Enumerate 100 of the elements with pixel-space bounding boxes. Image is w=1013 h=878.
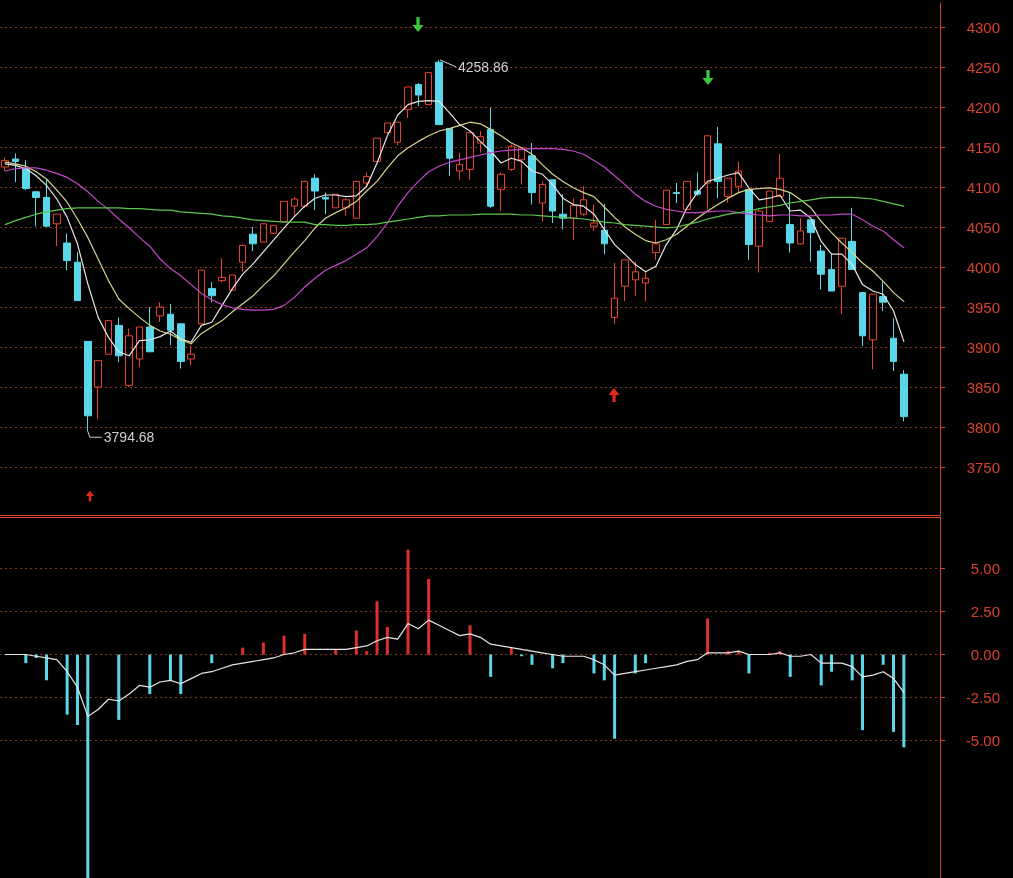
bar: [788, 654, 792, 677]
candlestick: [766, 190, 773, 222]
candlestick: [755, 208, 763, 274]
candlestick: [187, 344, 195, 366]
bar: [86, 654, 90, 878]
candlestick: [724, 177, 732, 204]
line-series: [4, 148, 905, 311]
bar: [819, 654, 823, 686]
annotation: 4258.86: [458, 58, 509, 75]
y-tick-label: 4100: [966, 178, 1000, 196]
candlestick: [425, 72, 432, 106]
candlestick: [156, 301, 164, 323]
bar: [530, 654, 534, 665]
candlestick: [22, 159, 30, 191]
candlestick: [539, 180, 546, 222]
bar: [75, 654, 79, 725]
bar: [551, 654, 555, 669]
candlestick: [817, 244, 825, 290]
bar: [613, 654, 617, 739]
candlestick: [94, 360, 102, 420]
candlestick: [415, 82, 422, 107]
bar: [261, 642, 265, 655]
candlestick: [466, 132, 474, 181]
bar: [892, 654, 896, 732]
candlestick: [477, 130, 484, 154]
bar: [282, 635, 286, 655]
candlestick: [301, 180, 308, 209]
candlestick: [570, 197, 577, 241]
candlestick: [456, 152, 463, 181]
candlestick: [239, 244, 246, 273]
candlestick: [828, 253, 835, 292]
candlestick: [508, 144, 515, 172]
candlestick: [704, 135, 711, 210]
bar: [385, 627, 389, 655]
candlestick: [683, 180, 691, 210]
candlestick: [280, 200, 288, 222]
line-series: [4, 196, 905, 229]
bar: [706, 618, 710, 655]
candlestick: [32, 190, 40, 227]
candlestick: [363, 172, 370, 188]
candlestick: [890, 317, 897, 372]
y-tick-label: -2.50: [965, 689, 1000, 706]
candlestick: [776, 153, 784, 198]
candlestick: [208, 281, 216, 303]
candlestick: [497, 172, 505, 212]
y-tick-label: 3800: [966, 418, 1000, 436]
y-tick-label: 3750: [966, 458, 1000, 476]
candlestick: [797, 217, 804, 246]
candlestick: [322, 192, 329, 215]
bar: [881, 654, 885, 665]
candlestick: [177, 323, 185, 370]
candlestick: [859, 292, 866, 347]
candlestick: [146, 306, 154, 353]
candlestick: [446, 128, 453, 177]
bar: [303, 633, 307, 655]
candlestick: [270, 224, 277, 234]
candlestick: [611, 262, 618, 325]
bar: [861, 654, 865, 731]
y-tick-label: 4250: [966, 58, 1000, 76]
candlestick: [218, 257, 226, 283]
candlestick: [332, 193, 339, 209]
candlestick: [198, 269, 205, 325]
candlestick: [404, 86, 412, 119]
bar: [179, 654, 183, 695]
bar: [406, 549, 410, 655]
bar: [148, 654, 152, 695]
line-series: [4, 619, 905, 718]
candlestick: [735, 160, 742, 194]
bar: [210, 654, 214, 664]
candlestick: [84, 340, 92, 432]
y-tick-label: 4000: [966, 258, 1000, 276]
bar: [747, 654, 751, 674]
candlestick: [12, 152, 19, 183]
candlestick: [229, 274, 236, 291]
candlestick: [394, 121, 401, 146]
candlestick: [105, 319, 112, 355]
candlestick: [652, 219, 660, 261]
candlestick: [342, 197, 350, 217]
candlestick: [291, 196, 298, 217]
candlestick: [53, 213, 61, 247]
candlestick: [590, 204, 598, 232]
candlestick: [373, 137, 381, 162]
y-tick-label: 0.00: [970, 646, 1000, 664]
bar: [241, 647, 245, 655]
candlestick: [384, 122, 391, 135]
bar: [427, 578, 431, 655]
candlestick: [714, 126, 722, 199]
candlestick: [249, 226, 257, 252]
bar: [168, 654, 172, 681]
bar: [468, 625, 472, 655]
candlestick: [487, 107, 494, 209]
candlestick: [580, 185, 587, 217]
bar: [644, 654, 648, 664]
bar: [375, 601, 379, 655]
candlestick: [125, 328, 133, 388]
bar: [365, 651, 369, 655]
candlestick: [43, 179, 50, 228]
candlestick: [528, 142, 536, 206]
y-tick-label: -5.00: [965, 731, 1000, 749]
y-tick-label: 4150: [966, 138, 1000, 156]
